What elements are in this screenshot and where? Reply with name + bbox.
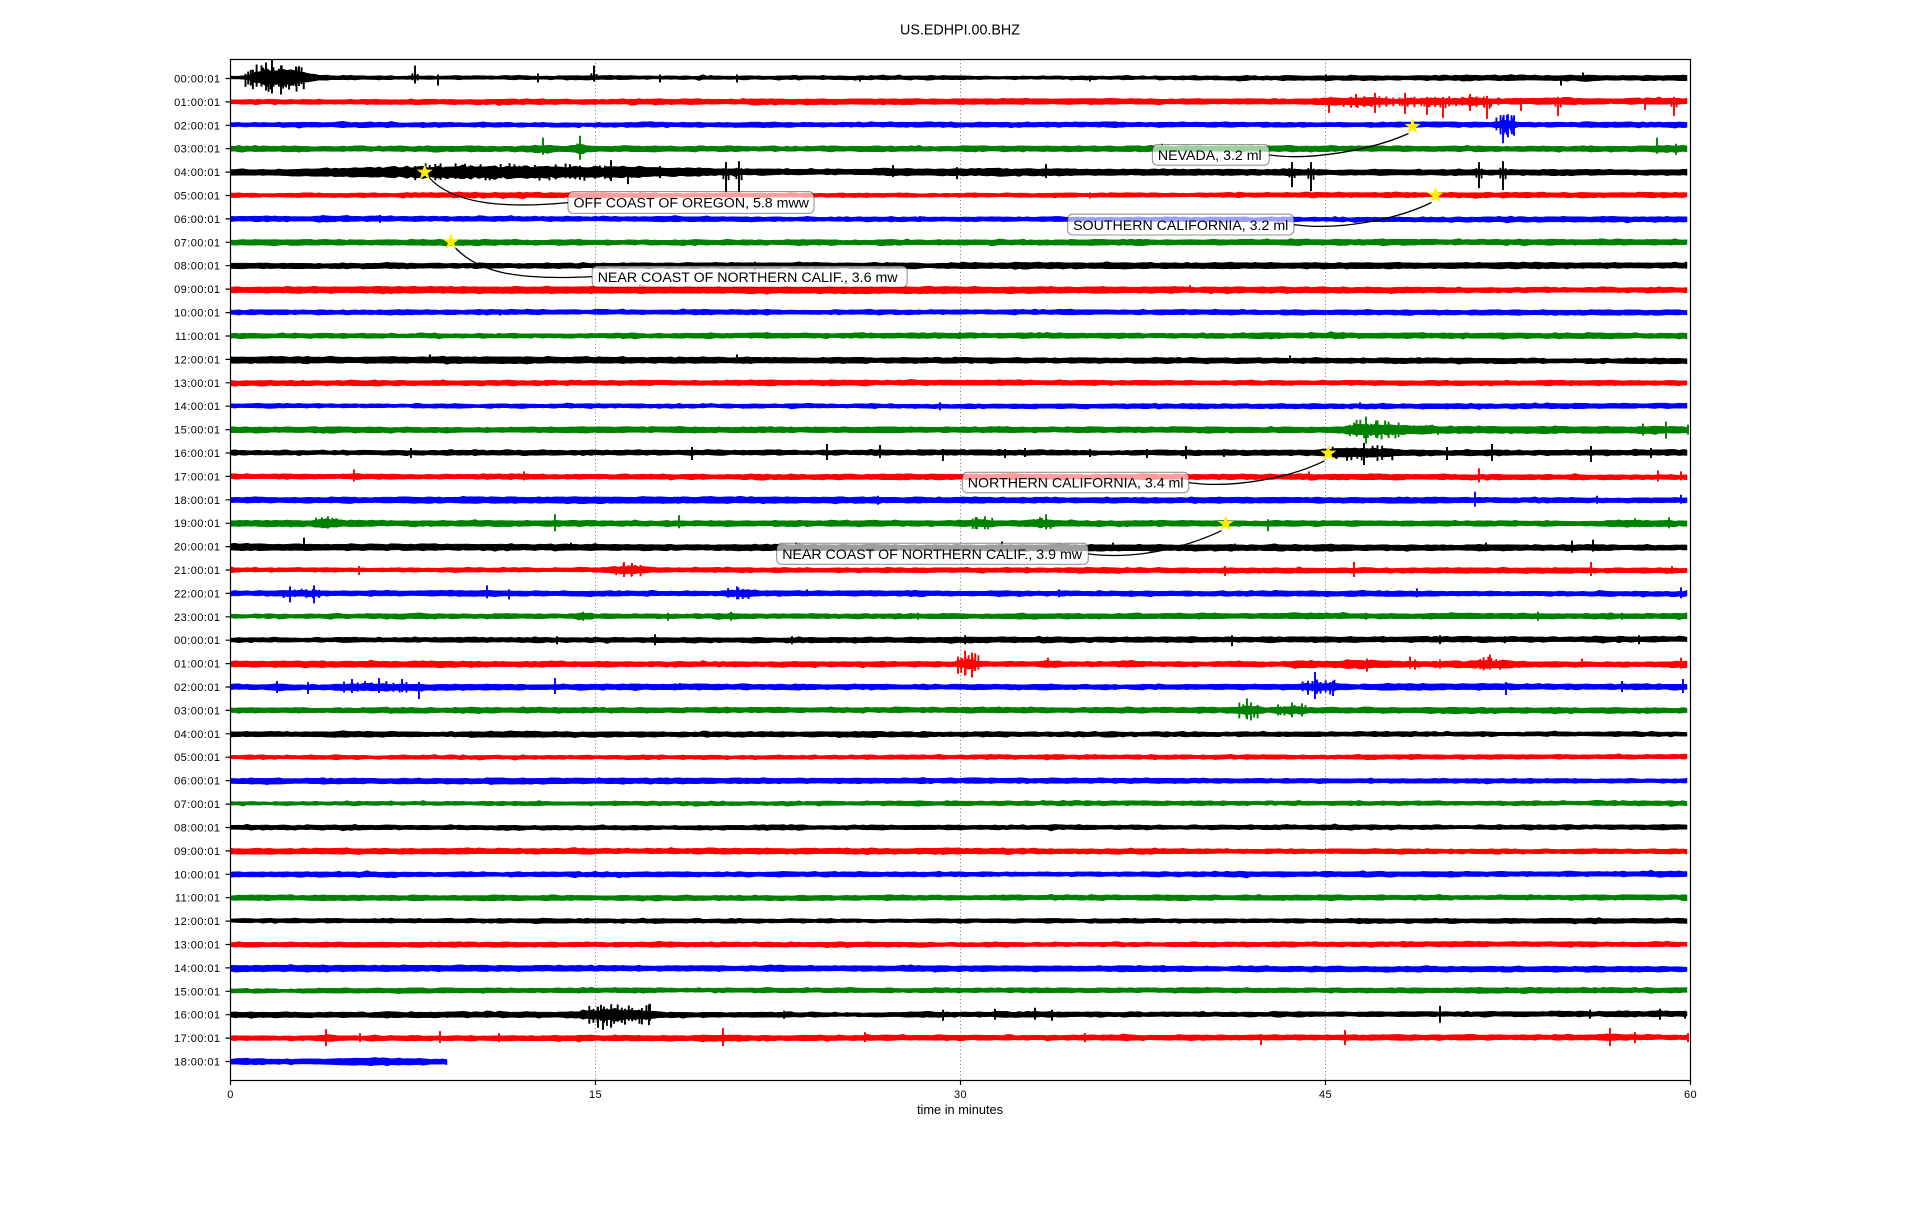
svg-text:02:00:01: 02:00:01 [174, 682, 220, 694]
svg-text:01:00:01: 01:00:01 [174, 659, 220, 671]
svg-text:07:00:01: 07:00:01 [174, 799, 220, 811]
svg-text:NEAR COAST OF NORTHERN CALIF.,: NEAR COAST OF NORTHERN CALIF., 3.6 mw [598, 270, 899, 286]
svg-text:14:00:01: 14:00:01 [174, 401, 220, 413]
svg-text:08:00:01: 08:00:01 [174, 261, 220, 273]
svg-text:04:00:01: 04:00:01 [174, 729, 220, 741]
svg-text:08:00:01: 08:00:01 [174, 823, 220, 835]
svg-text:22:00:01: 22:00:01 [174, 588, 220, 600]
svg-text:60: 60 [1684, 1089, 1697, 1101]
svg-text:NORTHERN CALIFORNIA, 3.4 ml: NORTHERN CALIFORNIA, 3.4 ml [968, 476, 1184, 492]
svg-text:17:00:01: 17:00:01 [174, 471, 220, 483]
svg-text:07:00:01: 07:00:01 [174, 237, 220, 249]
svg-text:00:00:01: 00:00:01 [174, 635, 220, 647]
svg-text:time in minutes: time in minutes [917, 1102, 1003, 1117]
svg-text:01:00:01: 01:00:01 [174, 97, 220, 109]
svg-text:NEAR COAST OF NORTHERN CALIF.,: NEAR COAST OF NORTHERN CALIF., 3.9 mw [782, 547, 1083, 563]
svg-text:02:00:01: 02:00:01 [174, 120, 220, 132]
svg-text:06:00:01: 06:00:01 [174, 214, 220, 226]
svg-text:0: 0 [227, 1089, 234, 1101]
svg-text:16:00:01: 16:00:01 [174, 1010, 220, 1022]
svg-text:16:00:01: 16:00:01 [174, 448, 220, 460]
svg-text:20:00:01: 20:00:01 [174, 542, 220, 554]
svg-text:SOUTHERN CALIFORNIA, 3.2 ml: SOUTHERN CALIFORNIA, 3.2 ml [1073, 218, 1288, 234]
svg-text:05:00:01: 05:00:01 [174, 752, 220, 764]
svg-text:00:00:01: 00:00:01 [174, 74, 220, 86]
svg-text:13:00:01: 13:00:01 [174, 378, 220, 390]
svg-text:15: 15 [589, 1089, 602, 1101]
svg-text:15:00:01: 15:00:01 [174, 986, 220, 998]
svg-text:10:00:01: 10:00:01 [174, 308, 220, 320]
svg-text:30: 30 [954, 1089, 967, 1101]
svg-text:14:00:01: 14:00:01 [174, 963, 220, 975]
svg-text:06:00:01: 06:00:01 [174, 776, 220, 788]
svg-text:12:00:01: 12:00:01 [174, 354, 220, 366]
svg-text:12:00:01: 12:00:01 [174, 916, 220, 928]
svg-text:NEVADA, 3.2 ml: NEVADA, 3.2 ml [1158, 148, 1262, 164]
svg-text:13:00:01: 13:00:01 [174, 940, 220, 952]
svg-text:03:00:01: 03:00:01 [174, 144, 220, 156]
svg-text:04:00:01: 04:00:01 [174, 167, 220, 179]
svg-text:21:00:01: 21:00:01 [174, 565, 220, 577]
svg-text:05:00:01: 05:00:01 [174, 191, 220, 203]
svg-text:17:00:01: 17:00:01 [174, 1033, 220, 1045]
svg-text:OFF COAST OF OREGON, 5.8 mww: OFF COAST OF OREGON, 5.8 mww [574, 196, 810, 212]
svg-text:23:00:01: 23:00:01 [174, 612, 220, 624]
svg-text:19:00:01: 19:00:01 [174, 518, 220, 530]
svg-text:03:00:01: 03:00:01 [174, 705, 220, 717]
svg-text:09:00:01: 09:00:01 [174, 846, 220, 858]
svg-text:15:00:01: 15:00:01 [174, 425, 220, 437]
svg-text:45: 45 [1319, 1089, 1332, 1101]
svg-text:18:00:01: 18:00:01 [174, 1057, 220, 1069]
svg-text:US.EDHPI.00.BHZ: US.EDHPI.00.BHZ [900, 23, 1020, 39]
svg-text:11:00:01: 11:00:01 [175, 331, 221, 343]
svg-text:11:00:01: 11:00:01 [175, 893, 221, 905]
svg-text:10:00:01: 10:00:01 [174, 869, 220, 881]
svg-text:18:00:01: 18:00:01 [174, 495, 220, 507]
svg-text:09:00:01: 09:00:01 [174, 284, 220, 296]
